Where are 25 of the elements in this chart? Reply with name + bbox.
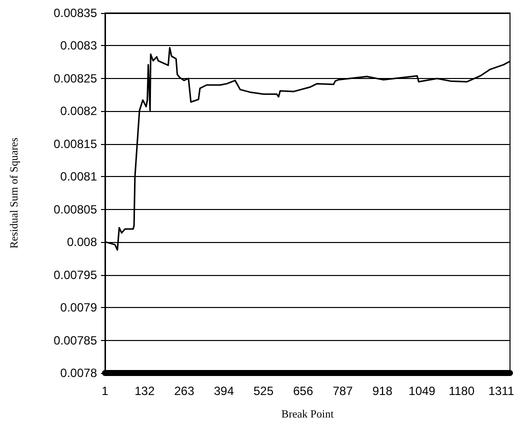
x-tick-label: 918 — [372, 384, 393, 398]
y-axis-title: Residual Sum of Squares — [8, 138, 20, 248]
y-tick-label: 0.00825 — [54, 71, 98, 86]
x-tick-label: 787 — [332, 384, 354, 398]
y-tick-label: 0.00805 — [54, 202, 98, 216]
x-tick-label: 1 — [102, 384, 109, 398]
x-tick-label: 1311 — [488, 384, 514, 398]
x-axis-title: Break Point — [281, 408, 334, 420]
y-tick-label: 0.00785 — [54, 333, 98, 348]
x-tick-label: 525 — [253, 384, 274, 398]
x-tick-label: 132 — [134, 384, 155, 398]
x-tick-label: 656 — [293, 384, 314, 398]
y-tick-label: 0.0078 — [60, 366, 98, 380]
y-tick-label: 0.0081 — [60, 170, 98, 184]
x-tick-label: 263 — [174, 384, 195, 398]
y-tick-label: 0.00815 — [54, 136, 98, 151]
y-tick-label: 0.0079 — [60, 300, 98, 315]
y-tick-label: 0.008 — [66, 235, 98, 250]
x-tick-label: 394 — [214, 384, 234, 398]
y-tick-label: 0.0083 — [60, 38, 98, 53]
y-tick-label: 0.00835 — [54, 6, 98, 20]
x-tick-label: 1049 — [408, 384, 436, 398]
x-tick-label: 1180 — [448, 384, 475, 398]
y-tick-label: 0.0082 — [60, 104, 98, 118]
y-tick-label: 0.00795 — [54, 268, 98, 282]
